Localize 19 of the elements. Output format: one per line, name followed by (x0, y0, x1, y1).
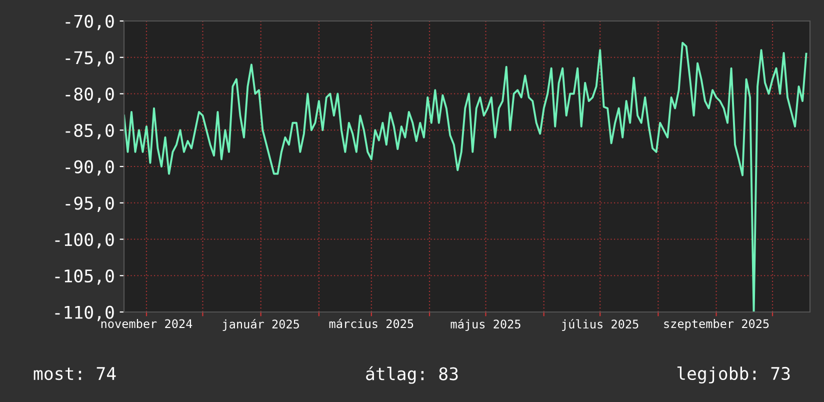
y-tick-label: -85,0 (66, 124, 114, 140)
y-tick-label: -80,0 (66, 88, 114, 103)
y-tick-label: -100,0 (55, 233, 114, 248)
y-tick-label: -70,0 (66, 14, 114, 30)
text: legjobb: 73 (677, 366, 790, 384)
x-tick-label: május 2025 (450, 318, 520, 331)
x-tick-label: szeptember 2025 (664, 319, 769, 330)
text: most: 74 (34, 367, 116, 380)
line-series (124, 42, 808, 312)
x-tick-label: július 2025 (562, 318, 638, 331)
x-tick-label: március 2025 (329, 318, 414, 328)
x-tick-label: január 2025 (222, 318, 299, 331)
text: átlag: 83 (366, 366, 458, 384)
y-tick-label: -75,0 (66, 51, 114, 66)
x-tick-label: november 2024 (101, 319, 192, 328)
y-tick-label: -110,0 (55, 306, 114, 322)
y-tick-label: -95,0 (66, 196, 114, 212)
y-tick-label: -105,0 (55, 269, 114, 285)
y-tick-label: -90,0 (66, 160, 114, 176)
